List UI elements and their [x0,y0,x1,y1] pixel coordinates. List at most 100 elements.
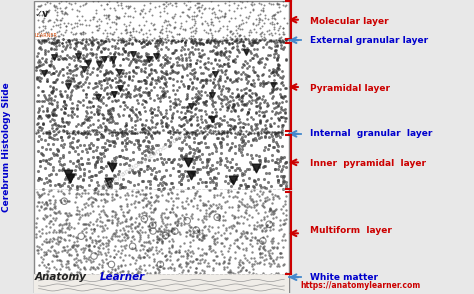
Point [170,231,178,235]
Point [147,106,155,111]
Point [103,116,111,121]
Point [159,162,166,166]
Point [173,47,180,52]
Point [189,68,196,73]
Point [236,33,244,38]
Point [63,11,70,16]
Point [70,226,78,231]
Point [85,244,92,248]
Point [138,126,146,131]
Point [136,78,143,83]
Point [262,157,269,162]
Point [136,255,144,259]
Point [239,247,247,251]
Point [247,198,255,202]
Point [209,209,216,213]
Point [82,95,89,100]
Point [74,265,82,270]
Point [109,108,117,113]
Point [128,35,136,39]
Point [192,92,200,96]
Point [94,0,102,4]
Point [119,38,127,43]
Point [242,37,250,42]
Point [241,121,249,126]
Point [187,169,194,174]
Point [208,10,216,15]
Point [93,129,100,133]
Point [246,237,254,242]
Point [216,162,223,167]
Point [240,101,247,106]
Point [59,128,66,132]
Point [209,124,216,129]
Point [128,124,136,129]
Point [101,46,109,50]
Point [183,255,191,260]
Point [117,195,124,200]
Point [52,250,60,255]
Point [196,64,204,69]
Point [207,0,215,4]
Point [231,39,239,44]
Point [256,83,264,88]
Point [111,130,118,134]
Point [210,118,217,123]
Point [100,197,108,201]
Point [85,196,92,201]
Point [171,220,178,225]
Point [199,253,206,257]
Point [186,71,194,75]
Point [88,70,96,74]
Point [260,65,268,70]
Point [65,220,73,225]
Point [228,117,236,121]
Point [164,190,172,195]
Point [121,231,129,236]
Point [63,225,70,230]
Point [133,229,141,233]
Point [161,53,169,58]
Point [112,234,119,238]
Point [118,185,126,189]
Point [137,160,145,164]
Point [96,223,103,228]
Point [193,203,201,208]
Point [199,246,206,251]
Point [42,215,49,219]
Point [226,146,233,151]
Point [71,131,78,136]
Point [179,10,186,15]
Point [249,200,257,205]
Point [123,105,131,109]
Point [245,64,253,69]
Point [251,91,259,95]
Point [158,65,165,69]
Point [121,156,128,161]
Point [257,129,265,133]
Point [84,257,92,262]
Point [75,8,82,13]
Point [123,147,130,151]
Point [78,207,85,212]
Point [140,149,148,154]
Point [35,84,42,89]
Point [232,134,239,139]
Point [117,79,125,84]
Point [242,20,250,25]
Point [58,9,65,14]
Point [89,143,97,148]
Point [178,74,186,78]
Point [65,172,73,177]
Point [44,8,51,13]
Point [92,52,100,56]
Point [229,126,237,131]
Point [130,88,138,92]
Point [252,235,259,240]
Point [128,107,136,112]
Point [231,124,238,129]
Point [260,93,267,98]
Point [209,225,216,230]
Point [51,211,58,216]
Point [265,31,273,36]
